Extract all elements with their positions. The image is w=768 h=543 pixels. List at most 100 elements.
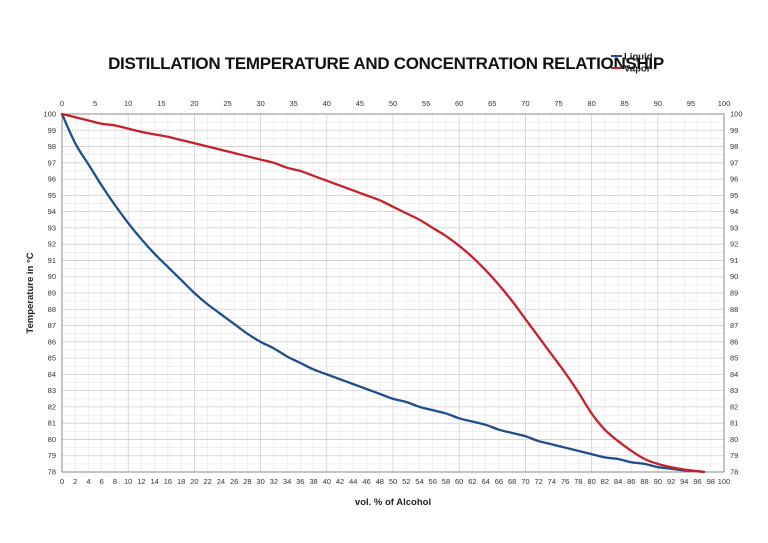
x-tick-label: 80: [587, 477, 595, 486]
y-right-tick-label: 79: [730, 451, 738, 460]
x-top-tick-label: 40: [323, 99, 331, 108]
y-tick-label: 79: [48, 451, 56, 460]
x-tick-label: 76: [561, 477, 569, 486]
x-tick-label: 0: [60, 477, 64, 486]
x-axis-label: vol. % of Alcohol: [355, 497, 431, 508]
y-right-tick-label: 85: [730, 354, 738, 363]
y-right-tick-label: 82: [730, 402, 738, 411]
x-top-tick-label: 55: [422, 99, 430, 108]
x-top-tick-label: 0: [60, 99, 64, 108]
x-tick-label: 86: [627, 477, 635, 486]
y-tick-label: 87: [48, 321, 56, 330]
x-tick-label: 4: [86, 477, 90, 486]
y-right-tick-label: 98: [730, 142, 738, 151]
x-tick-label: 36: [296, 477, 304, 486]
y-right-tick-label: 92: [730, 240, 738, 249]
x-top-tick-label: 35: [290, 99, 298, 108]
x-top-tick-label: 100: [718, 99, 731, 108]
series-line-vapor: [60, 112, 706, 474]
x-top-tick-label: 50: [389, 99, 397, 108]
x-tick-label: 12: [137, 477, 145, 486]
x-tick-label: 94: [680, 477, 688, 486]
x-top-tick-label: 85: [621, 99, 629, 108]
y-right-tick-label: 90: [730, 272, 738, 281]
x-tick-label: 88: [640, 477, 648, 486]
x-top-tick-label: 70: [521, 99, 529, 108]
x-tick-label: 92: [667, 477, 675, 486]
y-tick-label: 97: [48, 158, 56, 167]
x-tick-label: 24: [217, 477, 225, 486]
y-right-tick-label: 91: [730, 256, 738, 265]
x-tick-label: 62: [468, 477, 476, 486]
y-tick-label: 85: [48, 354, 56, 363]
y-tick-label: 88: [48, 305, 56, 314]
x-top-tick-label: 65: [488, 99, 496, 108]
y-tick-label: 81: [48, 419, 56, 428]
y-right-tick-label: 99: [730, 126, 738, 135]
x-top-tick-label: 80: [587, 99, 595, 108]
x-top-tick-label: 45: [356, 99, 364, 108]
y-tick-label: 82: [48, 402, 56, 411]
x-tick-label: 32: [270, 477, 278, 486]
y-tick-label: 84: [48, 370, 56, 379]
x-bottom-tick-labels: 0 2 4 6 8 10 12 14 16 18 20 22 24 26 28 30 32 34 36 38 40 42 4…: [60, 477, 730, 486]
x-tick-label: 2: [73, 477, 77, 486]
y-right-tick-label: 97: [730, 158, 738, 167]
y-right-tick-label: 81: [730, 419, 738, 428]
x-top-tick-labels: 0 5 10 15 20 25 30 35 40 45 50 55 60 65 70 75 80 85 90 95 10…: [60, 99, 730, 108]
y-right-tick-label: 94: [730, 207, 738, 216]
y-tick-label: 86: [48, 337, 56, 346]
chart-title: DISTILLATION TEMPERATURE AND CONCENTRATI…: [108, 54, 664, 73]
x-tick-label: 22: [203, 477, 211, 486]
x-top-tick-label: 90: [654, 99, 662, 108]
y-tick-label: 92: [48, 240, 56, 249]
x-tick-label: 68: [508, 477, 516, 486]
x-tick-label: 34: [283, 477, 291, 486]
x-tick-label: 72: [534, 477, 542, 486]
y-left-tick-labels: 78 79 80 81 82 83 84 85 86 87 88 89 90 91 92 93 94 95 96 97…: [43, 110, 56, 477]
y-right-tick-label: 95: [730, 191, 738, 200]
y-right-tick-label: 83: [730, 386, 738, 395]
x-top-tick-label: 15: [157, 99, 165, 108]
y-right-tick-label: 89: [730, 289, 738, 298]
plot-frame: [61, 113, 725, 473]
x-tick-label: 74: [548, 477, 556, 486]
x-tick-label: 82: [601, 477, 609, 486]
x-top-tick-label: 25: [223, 99, 231, 108]
y-tick-label: 94: [48, 207, 56, 216]
y-tick-label: 95: [48, 191, 56, 200]
x-tick-label: 98: [707, 477, 715, 486]
x-tick-label: 100: [718, 477, 731, 486]
y-tick-label: 83: [48, 386, 56, 395]
x-tick-label: 38: [309, 477, 317, 486]
x-tick-label: 56: [429, 477, 437, 486]
x-tick-label: 10: [124, 477, 132, 486]
y-right-tick-label: 86: [730, 337, 738, 346]
x-tick-label: 52: [402, 477, 410, 486]
y-right-tick-label: 93: [730, 223, 738, 232]
x-top-tick-label: 20: [190, 99, 198, 108]
x-tick-label: 42: [336, 477, 344, 486]
x-tick-label: 18: [177, 477, 185, 486]
x-tick-label: 90: [654, 477, 662, 486]
x-top-tick-label: 60: [455, 99, 463, 108]
x-tick-label: 28: [243, 477, 251, 486]
x-tick-label: 60: [455, 477, 463, 486]
x-top-tick-label: 30: [256, 99, 264, 108]
series-line-liquid: [60, 112, 706, 474]
y-tick-label: 89: [48, 289, 56, 298]
y-tick-label: 100: [43, 110, 56, 119]
x-tick-label: 58: [442, 477, 450, 486]
x-tick-label: 26: [230, 477, 238, 486]
y-right-tick-label: 80: [730, 435, 738, 444]
x-tick-label: 14: [151, 477, 159, 486]
y-right-tick-label: 88: [730, 305, 738, 314]
x-top-tick-label: 10: [124, 99, 132, 108]
y-right-tick-label: 87: [730, 321, 738, 330]
x-tick-label: 50: [389, 477, 397, 486]
x-tick-label: 20: [190, 477, 198, 486]
x-top-tick-label: 75: [554, 99, 562, 108]
x-tick-label: 44: [349, 477, 357, 486]
